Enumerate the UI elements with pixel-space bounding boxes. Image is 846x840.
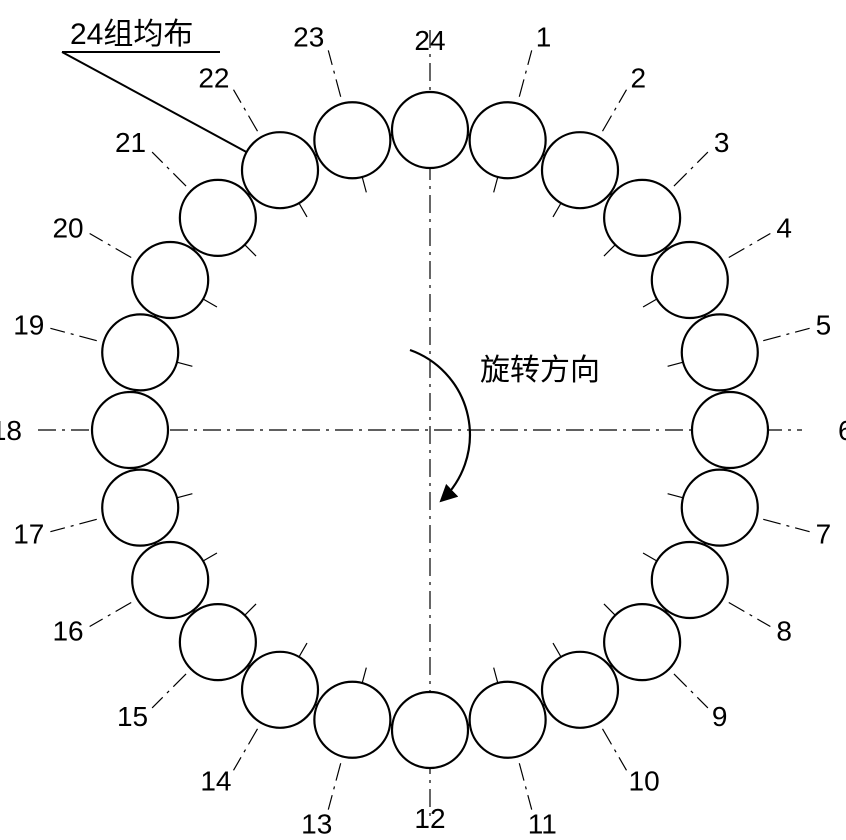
node-12 (392, 692, 468, 768)
rotation-indicator-layer: 旋转方向 (410, 350, 600, 500)
node-label-3: 3 (714, 127, 730, 158)
node-22 (242, 132, 318, 208)
node-1 (470, 102, 546, 178)
node-24 (392, 92, 468, 168)
node-label-17: 17 (13, 519, 44, 550)
rotation-arrow (410, 350, 470, 500)
node-label-23: 23 (293, 21, 324, 52)
node-label-7: 7 (816, 519, 832, 550)
node-3 (604, 180, 680, 256)
node-9 (604, 604, 680, 680)
node-label-5: 5 (816, 309, 832, 340)
node-label-8: 8 (776, 616, 792, 647)
node-13 (314, 682, 390, 758)
node-label-15: 15 (117, 701, 148, 732)
node-4 (652, 242, 728, 318)
node-16 (132, 542, 208, 618)
node-label-13: 13 (301, 809, 332, 840)
node-20 (132, 242, 208, 318)
node-6 (692, 392, 768, 468)
node-label-18: 18 (0, 415, 22, 446)
rotation-label: 旋转方向 (480, 354, 600, 387)
node-label-1: 1 (536, 21, 552, 52)
node-11 (470, 682, 546, 758)
node-label-20: 20 (52, 213, 83, 244)
node-label-12: 12 (414, 803, 445, 834)
node-label-10: 10 (629, 765, 660, 796)
node-17 (102, 470, 178, 546)
node-label-2: 2 (631, 63, 647, 94)
node-label-16: 16 (52, 616, 83, 647)
node-label-19: 19 (13, 309, 44, 340)
node-label-11: 11 (528, 809, 557, 840)
node-label-21: 21 (115, 127, 146, 158)
node-label-22: 22 (198, 63, 229, 94)
node-14 (242, 652, 318, 728)
node-label-9: 9 (712, 701, 728, 732)
node-label-24: 24 (414, 25, 445, 56)
node-18 (92, 392, 168, 468)
node-19 (102, 314, 178, 390)
node-label-6: 6 (838, 415, 846, 446)
node-label-14: 14 (200, 765, 231, 796)
node-5 (682, 314, 758, 390)
circular-diagram: 123456789101112131415161718192021222324 … (0, 0, 846, 840)
node-7 (682, 470, 758, 546)
node-15 (180, 604, 256, 680)
node-21 (180, 180, 256, 256)
title-text: 24组均布 (70, 18, 193, 51)
node-23 (314, 102, 390, 178)
node-10 (542, 652, 618, 728)
node-2 (542, 132, 618, 208)
node-8 (652, 542, 728, 618)
node-label-4: 4 (776, 213, 792, 244)
